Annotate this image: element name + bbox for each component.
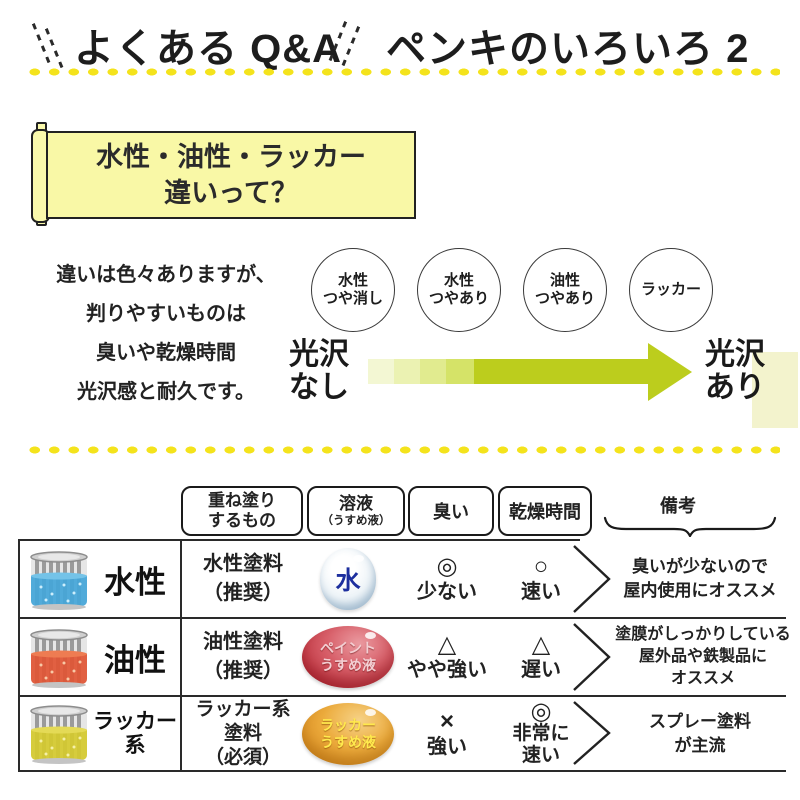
- row-recoat-water: 水性塗料 （推奨）: [203, 553, 283, 604]
- table-column-divider: [180, 539, 182, 772]
- gloss-label-full: 光沢 あり: [705, 338, 765, 404]
- page-title-topic: ペンキのいろいろ 2: [386, 27, 750, 71]
- gloss-circle-water-glossy: 水性 つやあり: [413, 248, 501, 334]
- row-name-oil: 油性: [104, 642, 166, 678]
- dotted-divider-top: [25, 68, 780, 76]
- row-remarks-water: 臭いが少ないので 屋内使用にオススメ: [623, 557, 777, 600]
- pale-accent-block: [752, 352, 798, 428]
- table-border-bottom: [18, 770, 786, 772]
- intro-line: 光沢感と耐久です。: [77, 381, 255, 403]
- col-header-solvent: 溶液 （うすめ液）: [307, 486, 405, 536]
- chevron-separator-icon: [573, 701, 611, 765]
- row-dry-oil: △ 遅い: [521, 631, 561, 682]
- row-dry-water: ○ 速い: [521, 553, 561, 604]
- row-solvent-water: 水: [300, 541, 396, 617]
- gloss-circle-oil-glossy: 油性 つやあり: [519, 248, 607, 334]
- table-border-left: [18, 539, 20, 772]
- paint-can-lacquer-icon: [30, 705, 88, 764]
- page-title-qa: よくある Q&A: [74, 27, 342, 71]
- col-header-smell: 臭い: [408, 486, 494, 536]
- table-border-top: [18, 539, 580, 541]
- gloss-arrow-body: [368, 359, 648, 384]
- paint-thinner-icon: ペイント うすめ液: [302, 626, 394, 688]
- row-recoat-oil: 油性塗料 （推奨）: [203, 631, 283, 682]
- row-smell-oil: △ やや強い: [407, 631, 487, 682]
- hatch-mark-icon: [340, 26, 361, 68]
- underbrace-icon: [603, 516, 777, 537]
- row-smell-lacquer: × 強い: [427, 707, 467, 758]
- row-recoat-lacquer: ラッカー系 塗料 （必須）: [195, 698, 291, 768]
- row-name-lacquer: ラッカー 系: [93, 709, 177, 757]
- gloss-label-none: 光沢 なし: [289, 338, 349, 404]
- paint-can-water-icon: [30, 551, 88, 610]
- col-header-drytime: 乾燥時間: [498, 486, 592, 536]
- chevron-separator-icon: [573, 545, 611, 613]
- row-smell-water: ◎ 少ない: [417, 553, 477, 604]
- paint-can-oil-icon: [30, 629, 88, 688]
- col-header-recoat: 重ね塗り するもの: [181, 486, 303, 536]
- table-row-separator: [18, 695, 786, 697]
- gloss-circle-water-matte: 水性 つや消し: [307, 248, 395, 334]
- row-name-water: 水性: [104, 564, 166, 600]
- lacquer-thinner-icon: ラッカー うすめ液: [302, 702, 394, 765]
- water-drop-icon: 水: [320, 548, 376, 610]
- row-solvent-lacquer: ラッカー うすめ液: [300, 697, 396, 770]
- dotted-divider-middle: [25, 446, 780, 454]
- question-banner: 水性・油性・ラッカー 違いって？: [46, 131, 416, 219]
- gloss-circle-lacquer: ラッカー: [625, 248, 713, 334]
- gloss-arrow-head-icon: [648, 343, 692, 401]
- question-line1: 水性・油性・ラッカー: [96, 142, 366, 172]
- row-remarks-oil: 塗膜がしっかりしている 屋外品や鉄製品に オススメ: [615, 626, 791, 687]
- intro-line: 違いは色々ありますが、: [56, 264, 276, 286]
- question-line2: 違いって？: [164, 178, 298, 208]
- intro-text: 違いは色々ありますが、 判りやすいものは 臭いや乾燥時間 光沢感と耐久です。: [36, 256, 296, 412]
- row-dry-lacquer: ◎ 非常に 速い: [512, 697, 570, 766]
- row-solvent-oil: ペイント うすめ液: [300, 619, 396, 695]
- table-row-separator: [18, 617, 786, 619]
- chevron-separator-icon: [573, 623, 611, 691]
- intro-line: 判りやすいものは: [86, 303, 246, 325]
- col-header-remarks: 備考: [660, 496, 696, 516]
- row-remarks-lacquer: スプレー塗料 が主流: [649, 711, 751, 755]
- intro-line: 臭いや乾燥時間: [96, 342, 236, 364]
